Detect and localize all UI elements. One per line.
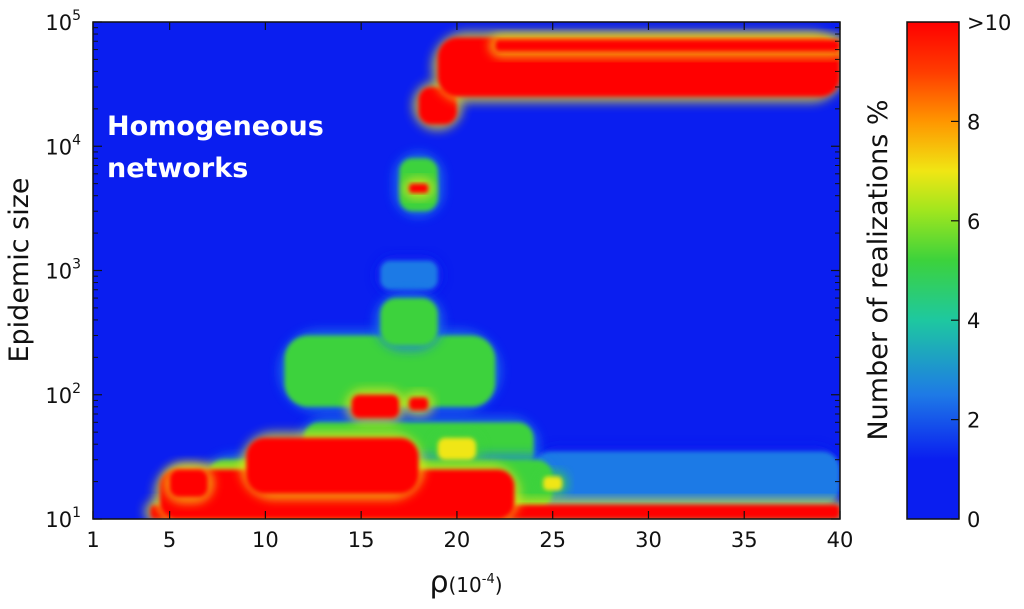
heat-region-core bbox=[409, 183, 429, 194]
heat-region-core bbox=[543, 476, 563, 491]
y-tick-label-exponent: 5 bbox=[72, 8, 81, 24]
heat-region bbox=[403, 177, 435, 200]
colorbar-ticks: 0 2 4 6 8 >10 bbox=[951, 11, 1011, 532]
x-axis-label-unit-exp: -4 bbox=[482, 572, 495, 587]
heat-region bbox=[345, 388, 406, 424]
heat-regions bbox=[144, 31, 840, 519]
colorbar-tick-label: 8 bbox=[967, 110, 980, 134]
x-axis-label-unit: (10 bbox=[449, 573, 482, 597]
y-tick-label: 103 bbox=[45, 257, 81, 284]
heat-region bbox=[374, 254, 444, 296]
panel-annotation-line-2: networks bbox=[107, 153, 248, 184]
y-tick-label: 102 bbox=[45, 381, 81, 408]
heat-region bbox=[240, 431, 425, 500]
heat-region-core bbox=[409, 397, 429, 411]
y-tick-label-base: 10 bbox=[45, 384, 72, 408]
heat-region bbox=[489, 33, 840, 58]
x-tick-label: 30 bbox=[635, 528, 662, 552]
x-tick-label: 20 bbox=[444, 528, 471, 552]
colorbar-label: Number of realizations % bbox=[863, 99, 894, 440]
colorbar-tick-label: 6 bbox=[967, 210, 980, 234]
heat-region-core bbox=[380, 298, 438, 346]
heat-region-core bbox=[284, 335, 496, 407]
panel-annotation-line-1: Homogeneous bbox=[107, 111, 324, 142]
y-tick-label: 104 bbox=[45, 132, 81, 159]
y-tick-label-exponent: 2 bbox=[72, 381, 81, 397]
x-tick-label: 35 bbox=[731, 528, 758, 552]
x-tick-label: 15 bbox=[348, 528, 375, 552]
heat-region bbox=[163, 463, 214, 504]
heat-region-core bbox=[351, 394, 400, 418]
y-tick-label-base: 10 bbox=[45, 11, 72, 35]
x-tick-label: 1 bbox=[86, 528, 99, 552]
colorbar-tick-label: >10 bbox=[967, 11, 1011, 35]
y-tick-label-base: 10 bbox=[45, 135, 72, 159]
y-tick-label-exponent: 3 bbox=[72, 257, 81, 273]
y-tick-label-exponent: 1 bbox=[72, 505, 81, 521]
colorbar-tick-label: 4 bbox=[967, 309, 980, 333]
y-tick-label-base: 10 bbox=[45, 508, 72, 532]
colorbar-scale bbox=[906, 21, 960, 520]
heat-region bbox=[278, 329, 502, 413]
heat-region-core bbox=[380, 260, 438, 290]
heat-region-core bbox=[169, 469, 208, 498]
heat-region bbox=[537, 470, 569, 497]
x-axis-label-unit-close: ) bbox=[495, 573, 503, 597]
heat-region bbox=[374, 292, 444, 352]
heat-region bbox=[403, 391, 435, 417]
y-tick-label-exponent: 4 bbox=[72, 132, 81, 148]
heat-region bbox=[431, 431, 483, 466]
colorbar-tick-label: 0 bbox=[967, 508, 980, 532]
heat-region-core bbox=[495, 39, 840, 52]
colorbar: 0 2 4 6 8 >10 Number of realizations % bbox=[863, 11, 1011, 532]
heat-region bbox=[527, 445, 840, 511]
x-axis-label-symbol: ρ bbox=[429, 565, 448, 600]
y-axis-label: Epidemic size bbox=[4, 177, 35, 362]
x-tick-label: 40 bbox=[827, 528, 854, 552]
x-tick-label: 5 bbox=[163, 528, 176, 552]
y-tick-label-base: 10 bbox=[45, 260, 72, 284]
heat-region-core bbox=[533, 451, 840, 505]
x-axis-ticks: 1 5 10 15 20 25 30 35 40 bbox=[86, 22, 853, 552]
x-axis-label: ρ(10-4) bbox=[429, 565, 502, 600]
heat-region-core bbox=[246, 437, 419, 494]
colorbar-tick-label: 2 bbox=[967, 409, 980, 433]
heat-region-core bbox=[437, 437, 477, 460]
panel-annotation: Homogeneous networks bbox=[107, 111, 333, 184]
y-tick-label: 105 bbox=[45, 8, 81, 35]
y-tick-label: 101 bbox=[45, 505, 81, 532]
x-tick-label: 25 bbox=[539, 528, 566, 552]
x-tick-label: 10 bbox=[252, 528, 279, 552]
